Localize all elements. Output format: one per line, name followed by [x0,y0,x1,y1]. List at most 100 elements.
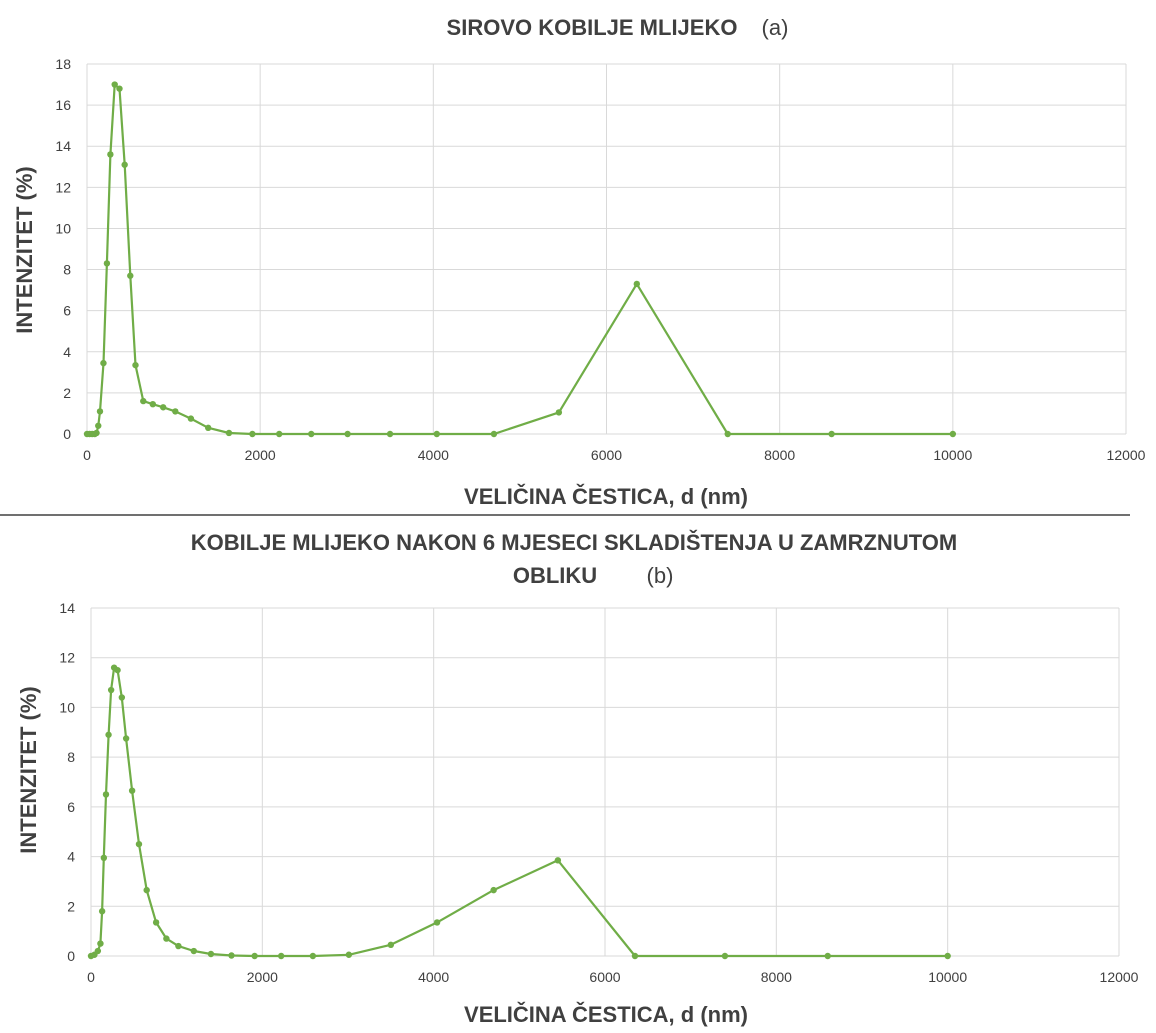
chart-b-x-tick-label: 0 [87,969,95,985]
chart-a-y-tick-label: 2 [63,385,71,401]
chart-b-data-point [207,950,215,958]
chart-b-y-tick-label: 6 [67,799,75,815]
chart-b-data-point [175,942,182,950]
chart-b-data-point [122,735,130,742]
chart-b-data-point [721,952,729,960]
chart-b-data-point [98,908,106,915]
chart-b-panel-label: (b) [647,563,674,588]
chart-b-data-point [433,919,441,926]
chart-b-data-point [102,791,110,798]
chart-b-data-point [631,952,639,960]
chart-b-data-point [490,886,497,894]
chart-a-data-point [93,429,100,437]
chart-a-data-point [386,430,394,438]
chart-a-data-point [187,415,195,422]
chart-a-data-point [433,430,440,438]
chart-a-plot: 0 2000 4000 6000 8000 10000 12000 0 2 4 6 8 10 12 14 16… [55,56,1145,463]
chart-b-y-tick-label: 8 [67,749,75,765]
chart-a-data-point [96,408,104,415]
chart-b-y-axis-label: INTENZITET (%) [16,686,41,853]
chart-b-y-tick-label: 14 [59,600,75,616]
chart-b-data-point [190,947,197,955]
chart-a-x-tick-label: 8000 [764,447,795,463]
chart-b-data-point [128,787,136,794]
chart-b-series-line [90,666,948,958]
chart-a-y-tick-label: 4 [63,344,71,360]
chart-b-data-point [135,840,143,848]
chart-b-data-point [97,940,104,947]
chart-a-data-point [159,404,167,411]
chart-a-x-tick-label: 12000 [1107,447,1146,463]
chart-b-title-line2: OBLIKU [513,563,597,588]
chart-b-data-point [251,952,258,960]
chart-a-y-tick-label: 16 [55,97,71,113]
chart-b-data-point [824,952,831,960]
chart-b-y-tick-label: 12 [59,650,75,666]
chart-b-data-point [387,941,395,949]
chart-a-data-point [95,422,102,429]
chart-a-x-tick-label: 6000 [591,447,622,463]
chart-b-x-tick-label: 8000 [761,969,792,985]
chart-a-x-tick-label: 2000 [245,447,276,463]
chart-b-data-point [107,686,115,694]
chart-a-data-point [132,361,139,369]
chart-b-y-tick-label: 10 [59,699,75,715]
chart-a-y-axis-label: INTENZITET (%) [12,166,37,333]
chart-a-x-tick-label: 10000 [933,447,972,463]
chart-b-x-tick-label: 12000 [1100,969,1139,985]
chart-b-data-point [554,857,562,864]
chart-a-x-tick-label: 0 [83,447,91,463]
chart-b-data-point [100,854,108,862]
chart-a-data-point [490,430,498,438]
chart-b-data-point [277,952,285,960]
chart-a-data-point [205,424,212,432]
chart-b-y-tick-label: 4 [67,849,75,865]
chart-b-y-tick-label: 0 [67,948,75,964]
chart-a-data-point [249,430,256,438]
chart-a-y-tick-label: 6 [63,303,71,319]
chart-b-x-axis-label: VELIČINA ČESTICA, d (nm) [464,1002,748,1027]
chart-a-data-point [100,359,107,367]
chart-a-y-tick-label: 18 [55,56,71,72]
chart-b-data-point [345,951,353,958]
chart-a-data-point [949,430,957,438]
chart-a-data-point [172,408,179,415]
chart-a-data-point [724,430,731,438]
chart-a-y-tick-label: 12 [55,179,71,195]
chart-b-data-point [228,952,235,959]
chart-b-data-point [118,694,126,701]
chart-a-y-tick-label: 14 [55,138,71,154]
chart-a-series-line [87,83,953,436]
chart-a-data-point [308,430,315,438]
chart-b-data-point [94,947,102,955]
chart-a-y-tick-label: 8 [63,262,71,278]
chart-a-data-point [140,397,147,405]
chart-b-x-tick-label: 6000 [589,969,620,985]
chart-a-y-tick-label: 10 [55,220,71,236]
chart-b-data-point [105,731,112,738]
chart-a-x-axis-label: VELIČINA ČESTICA, d (nm) [464,484,748,509]
chart-b-x-tick-label: 2000 [247,969,278,985]
chart-a-data-point [225,429,233,437]
chart-a-x-tick-label: 4000 [418,447,449,463]
chart-a-data-point [107,151,114,158]
chart-b-data-point [152,919,160,926]
chart-b-data-point [114,666,121,674]
chart-a-data-point [344,430,351,438]
chart-b-y-tick-label: 2 [67,898,75,914]
chart-b-data-point [143,886,150,894]
chart-a-data-point [116,85,123,92]
chart-b-x-tick-label: 10000 [928,969,967,985]
chart-a-y-tick-label: 0 [63,426,71,442]
chart-b-title-line1: KOBILJE MLIJEKO NAKON 6 MJESECI SKLADIŠT… [191,530,957,555]
chart-a-panel-label: (a) [762,15,789,40]
chart-b-data-point [944,952,951,960]
chart-b-data-point [163,935,170,942]
chart-a-data-point [828,430,835,438]
chart-a-data-point [103,260,111,267]
chart-a-data-point [633,280,641,288]
chart-b-x-tick-label: 4000 [418,969,449,985]
chart-a-data-point [121,161,128,168]
chart-a-data-point [555,409,563,416]
